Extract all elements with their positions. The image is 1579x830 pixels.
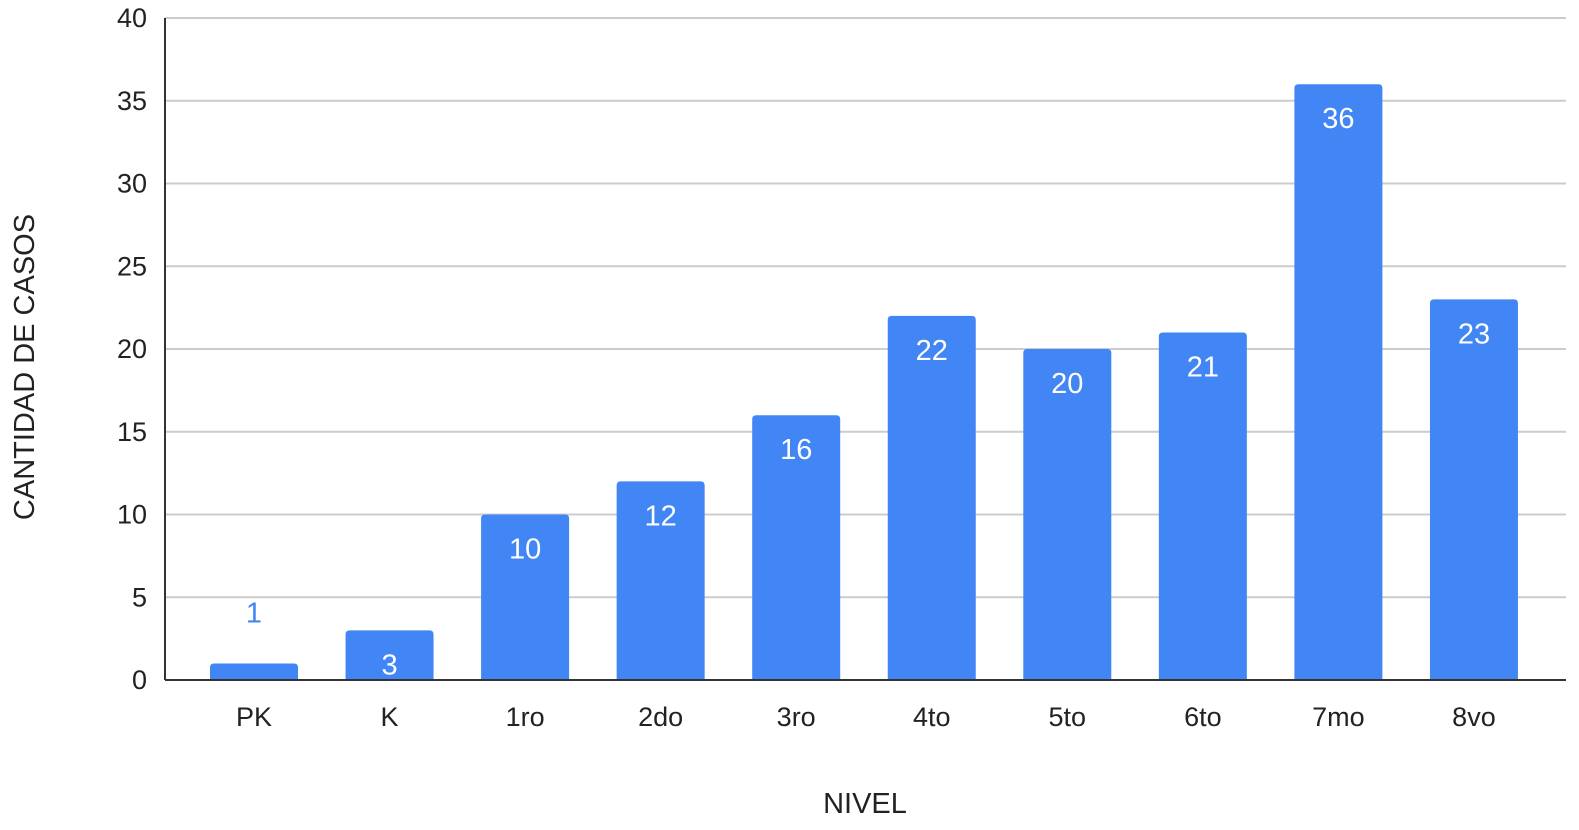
bar-data-label: 20 <box>1051 368 1083 400</box>
y-tick-label: 10 <box>117 500 147 530</box>
bar-data-label: 3 <box>381 649 397 681</box>
bar-1ro <box>481 514 570 680</box>
x-category-label: 7mo <box>1312 702 1365 732</box>
bar-5to <box>1023 349 1112 680</box>
bar-2do <box>616 481 705 680</box>
x-category-label: 6to <box>1184 702 1222 732</box>
y-tick-label: 0 <box>132 665 147 695</box>
y-tick-label: 15 <box>117 417 147 447</box>
y-tick-label: 30 <box>117 169 147 199</box>
bar-data-label: 23 <box>1458 318 1490 350</box>
x-category-label: K <box>381 702 399 732</box>
bar-data-label: 1 <box>246 597 262 629</box>
bar-data-label: 12 <box>645 500 677 532</box>
bar-6to <box>1158 332 1247 680</box>
gridlines <box>165 17 1566 599</box>
y-tick-label: 20 <box>117 334 147 364</box>
bar-k <box>345 630 434 680</box>
x-category-label: PK <box>236 702 272 732</box>
y-tick-label: 25 <box>117 251 147 281</box>
x-category-label: 3ro <box>777 702 816 732</box>
bar-data-label: 22 <box>916 335 948 367</box>
x-category-label: 8vo <box>1452 702 1496 732</box>
y-tick-label: 5 <box>132 582 147 612</box>
bar-data-label: 10 <box>509 534 541 566</box>
y-axis-ticks: 0 5 10 15 20 25 30 35 40 <box>117 3 147 695</box>
bar-7mo <box>1294 84 1383 680</box>
x-category-label: 2do <box>638 702 683 732</box>
y-tick-label: 40 <box>117 3 147 33</box>
x-category-label: 4to <box>913 702 951 732</box>
bar-data-label: 36 <box>1322 103 1354 135</box>
bar-3ro <box>752 415 841 680</box>
bar-pk <box>210 663 298 680</box>
bar-data-labels: 1 3 10 12 16 22 20 21 36 23 <box>246 103 1490 681</box>
y-tick-label: 35 <box>117 86 147 116</box>
x-axis-title: NIVEL <box>823 788 907 820</box>
bar-data-label: 21 <box>1187 351 1219 383</box>
bar-8vo <box>1429 299 1518 680</box>
bars <box>210 84 1518 680</box>
bar-data-label: 16 <box>780 434 812 466</box>
x-category-label: 5to <box>1049 702 1087 732</box>
x-category-label: 1ro <box>506 702 545 732</box>
y-axis-title: CANTIDAD DE CASOS <box>9 214 41 520</box>
bar-4to <box>887 315 976 680</box>
x-axis-categories: PK K 1ro 2do 3ro 4to 5to 6to 7mo 8vo <box>236 702 1496 732</box>
